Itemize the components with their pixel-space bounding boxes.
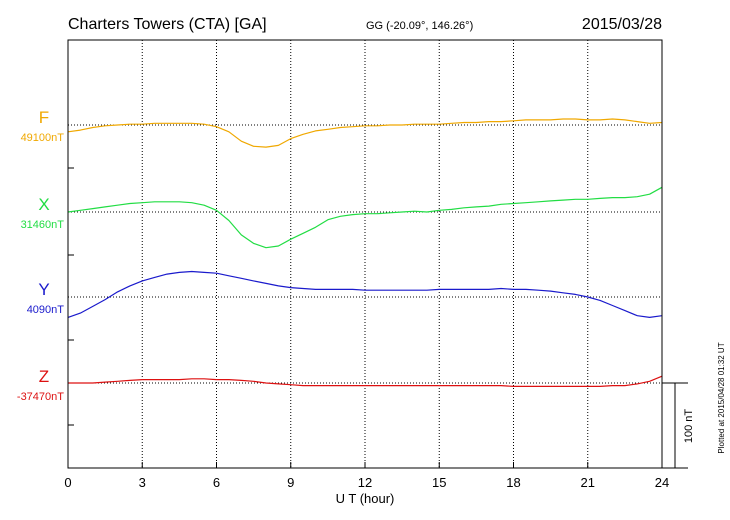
series-name-x: X [38,195,49,214]
series-line-x [67,186,663,249]
series-name-f: F [39,108,49,127]
series-line-y [67,270,663,318]
x-tick-label: 24 [655,475,669,490]
series-line-f [67,118,663,148]
grid-lines [68,40,662,468]
series-line-z [68,375,663,387]
x-tick-label: 6 [213,475,220,490]
x-tick-label: 15 [432,475,446,490]
x-axis-title: U T (hour) [336,491,395,506]
x-tick-label: 3 [139,475,146,490]
series-lines [67,118,663,387]
x-tick-label: 12 [358,475,372,490]
series-name-y: Y [38,280,49,299]
x-axis-ticks: 0 3 6 9 12 15 18 21 24 [64,462,669,490]
series-baseline-f: 49100nT [21,132,65,144]
x-tick-label: 18 [506,475,520,490]
scale-bar-label: 100 nT [683,409,695,444]
series-baseline-z: -37470nT [17,391,64,403]
plotted-note: Plotted at 2015/04/28 01:32 UT [717,342,726,453]
series-baseline-y: 4090nT [27,304,65,316]
series-labels: F 49100nT X 31460nT Y 4090nT Z -37470nT [17,108,64,403]
x-tick-label: 0 [64,475,71,490]
plot-frame [67,39,663,469]
station-title: Charters Towers (CTA) [GA] [68,16,267,33]
x-tick-label: 9 [287,475,294,490]
coordinates-label: GG (-20.09°, 146.26°) [366,20,473,32]
date-label: 2015/03/28 [582,16,662,33]
series-name-z: Z [39,367,49,386]
scale-bar: 100 nT [662,382,695,469]
x-tick-label: 21 [581,475,595,490]
series-baseline-x: 31460nT [21,219,65,231]
